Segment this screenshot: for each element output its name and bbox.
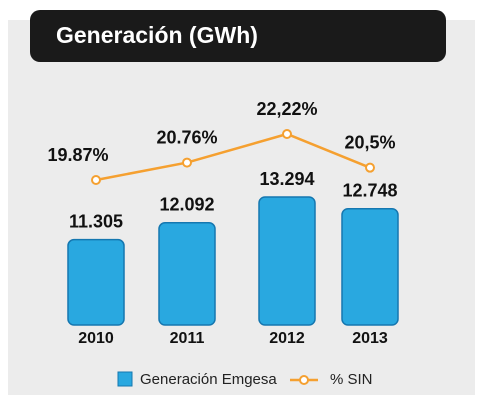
bar-value-label: 12.092 (159, 195, 214, 215)
line-marker (282, 129, 292, 139)
x-tick-label: 2013 (352, 330, 388, 347)
line-marker (365, 162, 375, 173)
bar (158, 222, 216, 326)
legend-label: Generación Emgesa (140, 371, 277, 388)
header-bar (30, 10, 446, 62)
line-value-label: 22,22% (256, 99, 317, 119)
line-value-label: 20.76% (156, 127, 217, 147)
line-value-label: 20,5% (344, 132, 395, 152)
x-tick-label: 2011 (170, 330, 205, 347)
bar-value-label: 12.748 (342, 180, 397, 200)
line (95, 132, 371, 182)
line-marker (91, 175, 101, 185)
bar (341, 207, 399, 326)
bar (67, 238, 125, 326)
bar (258, 196, 316, 326)
legend-label: % SIN (330, 371, 373, 388)
line-value-label: 19.87% (47, 145, 108, 165)
chart-title: Generación (GWh) (56, 22, 258, 48)
legend-marker (299, 375, 309, 385)
x-tick-label: 2010 (78, 330, 114, 347)
x-tick-label: 2012 (269, 330, 305, 347)
legend-swatch (117, 371, 133, 387)
panel (8, 20, 475, 395)
bar-value-label: 13.294 (259, 169, 314, 189)
line-marker (182, 157, 192, 168)
bar-value-label: 11.305 (69, 211, 123, 231)
